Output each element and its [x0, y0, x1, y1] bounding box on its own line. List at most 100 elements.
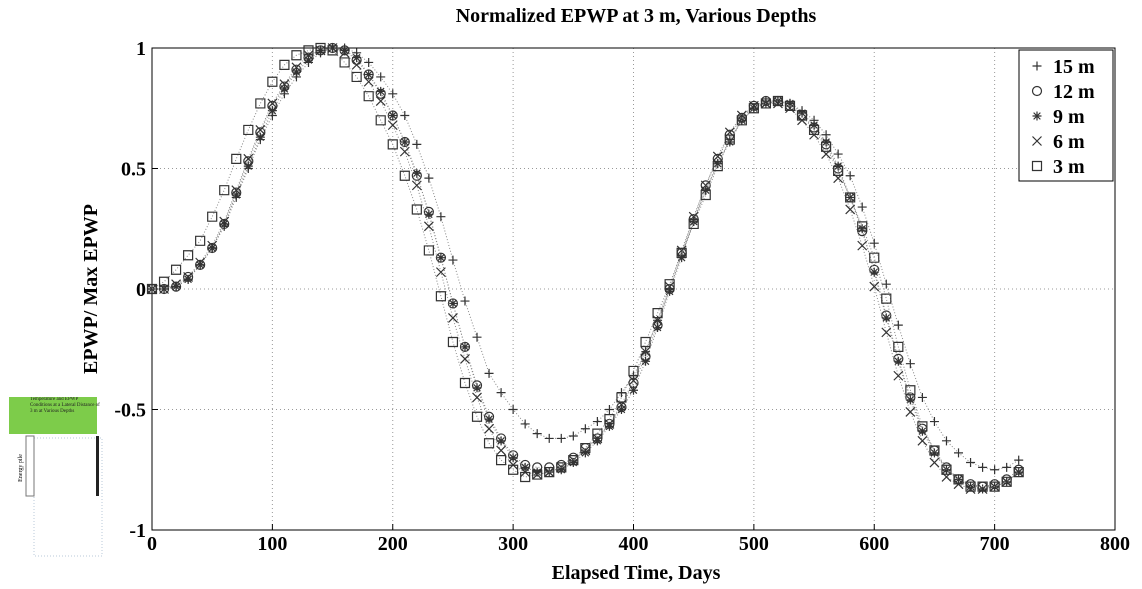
- inset: Temperature and EPWP Conditions at a Lat…: [9, 397, 103, 557]
- marker: [472, 332, 482, 342]
- marker: [712, 153, 723, 164]
- marker: [568, 431, 578, 441]
- marker: [219, 216, 230, 227]
- inset-sensor: [96, 436, 99, 496]
- marker: [255, 125, 266, 135]
- marker: [363, 91, 374, 102]
- marker: [917, 421, 928, 432]
- legend-marker: [1031, 160, 1043, 172]
- marker: [616, 392, 627, 403]
- marker: [580, 424, 590, 434]
- marker: [568, 455, 579, 466]
- marker: [364, 70, 374, 80]
- marker: [665, 286, 675, 296]
- marker: [760, 98, 772, 109]
- marker: [857, 224, 867, 234]
- marker: [207, 240, 218, 251]
- legend-marker: [1031, 85, 1043, 97]
- legend-marker: [1032, 111, 1042, 121]
- marker: [495, 455, 507, 466]
- marker: [689, 217, 699, 227]
- marker: [905, 392, 916, 403]
- marker: [412, 168, 422, 178]
- marker: [424, 173, 434, 183]
- y-tick-label: -0.5: [114, 400, 146, 422]
- marker: [954, 448, 964, 458]
- marker: [267, 76, 278, 87]
- marker: [448, 298, 458, 308]
- marker: [351, 59, 362, 70]
- marker: [736, 115, 747, 126]
- marker: [315, 42, 326, 54]
- marker: [387, 139, 398, 150]
- marker: [291, 50, 302, 61]
- marker: [520, 419, 530, 429]
- marker: [339, 57, 350, 68]
- marker: [725, 137, 735, 147]
- marker: [532, 462, 543, 473]
- marker: [893, 353, 904, 364]
- marker: [508, 405, 518, 414]
- marker: [472, 383, 482, 393]
- x-tick-label: 100: [257, 533, 287, 555]
- marker: [893, 370, 904, 381]
- marker: [243, 153, 254, 164]
- marker: [929, 457, 940, 468]
- marker: [676, 247, 687, 258]
- marker: [532, 469, 543, 480]
- marker: [604, 405, 614, 414]
- marker: [279, 84, 289, 94]
- marker: [231, 185, 242, 196]
- marker: [604, 421, 614, 431]
- marker: [990, 465, 1000, 475]
- marker: [544, 433, 554, 443]
- x-tick-label: 500: [739, 533, 769, 555]
- marker: [1013, 467, 1024, 478]
- legend-label: 9 m: [1053, 106, 1085, 128]
- marker: [448, 312, 458, 323]
- marker: [183, 272, 194, 282]
- marker: [255, 98, 266, 109]
- marker: [580, 445, 591, 456]
- marker: [568, 455, 579, 466]
- x-tick-label: 200: [378, 533, 408, 555]
- marker: [339, 47, 350, 58]
- marker: [700, 189, 711, 201]
- marker: [929, 417, 939, 427]
- marker: [808, 124, 820, 136]
- marker: [628, 375, 639, 386]
- marker: [351, 54, 362, 66]
- marker: [941, 464, 952, 475]
- legend-marker: [1032, 61, 1042, 71]
- marker: [556, 465, 566, 475]
- marker: [905, 385, 916, 396]
- marker: [965, 484, 976, 494]
- marker: [628, 377, 639, 389]
- marker: [1014, 455, 1024, 465]
- marker: [989, 481, 1000, 492]
- x-tick-label: 700: [980, 533, 1010, 555]
- marker: [893, 341, 904, 352]
- marker: [447, 336, 459, 348]
- series: [146, 42, 1024, 492]
- marker: [712, 160, 723, 172]
- marker: [411, 180, 422, 191]
- marker: [977, 484, 988, 494]
- inset-pile: [25, 435, 35, 497]
- marker: [785, 98, 795, 108]
- marker: [315, 45, 326, 56]
- marker: [303, 55, 313, 65]
- marker: [857, 221, 868, 232]
- marker: [845, 204, 856, 215]
- inset-caption-box: [9, 397, 97, 434]
- marker: [207, 211, 218, 222]
- marker: [435, 267, 446, 278]
- marker: [388, 89, 398, 99]
- marker: [460, 342, 470, 352]
- legend-label: 6 m: [1053, 131, 1085, 153]
- marker: [616, 402, 627, 413]
- marker: [532, 467, 542, 477]
- marker: [652, 320, 663, 331]
- marker: [616, 405, 626, 414]
- marker: [977, 481, 988, 492]
